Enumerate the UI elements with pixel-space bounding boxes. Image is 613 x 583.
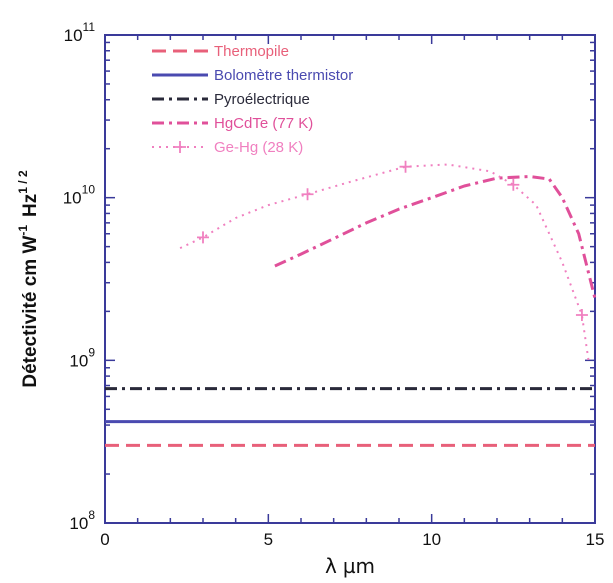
series-line <box>179 163 590 361</box>
x-tick-label: 15 <box>586 530 605 549</box>
x-tick-label: 10 <box>422 530 441 549</box>
y-tick-label: 108 <box>69 508 95 533</box>
legend-marker <box>174 141 186 153</box>
series-marker <box>301 188 314 201</box>
legend-label: Ge-Hg (28 K) <box>214 139 303 156</box>
series-3 <box>274 175 597 299</box>
series-marker <box>575 308 588 321</box>
y-tick-label: 1010 <box>63 183 96 208</box>
x-tick-label: 0 <box>100 530 109 549</box>
y-tick-labels: 108 109 1010 1011 <box>63 20 96 533</box>
series-marker <box>197 231 209 244</box>
series-marker <box>399 160 412 173</box>
y-tick-label: 109 <box>69 345 95 370</box>
plot-frame <box>104 34 596 524</box>
axis-ticks <box>104 35 596 524</box>
legend-label: Thermopile <box>214 43 289 60</box>
y-tick-label: 1011 <box>64 20 96 45</box>
series-4 <box>179 160 590 361</box>
y-axis-label: Détectivité cm W-1Hz1 / 2 <box>16 170 41 388</box>
legend-label: HgCdTe (77 K) <box>214 115 313 132</box>
series-line <box>274 175 597 299</box>
series-layer <box>105 160 597 447</box>
x-tick-label: 5 <box>264 530 273 549</box>
x-axis-label: λ µm <box>325 554 375 578</box>
series-marker <box>507 178 520 191</box>
legend-label: Pyroélectrique <box>214 91 310 108</box>
legend: Thermopile Bolomètre thermistor Pyroélectr… <box>152 43 353 156</box>
legend-label: Bolomètre thermistor <box>214 67 353 84</box>
x-tick-labels: 0 5 10 15 <box>100 530 604 549</box>
